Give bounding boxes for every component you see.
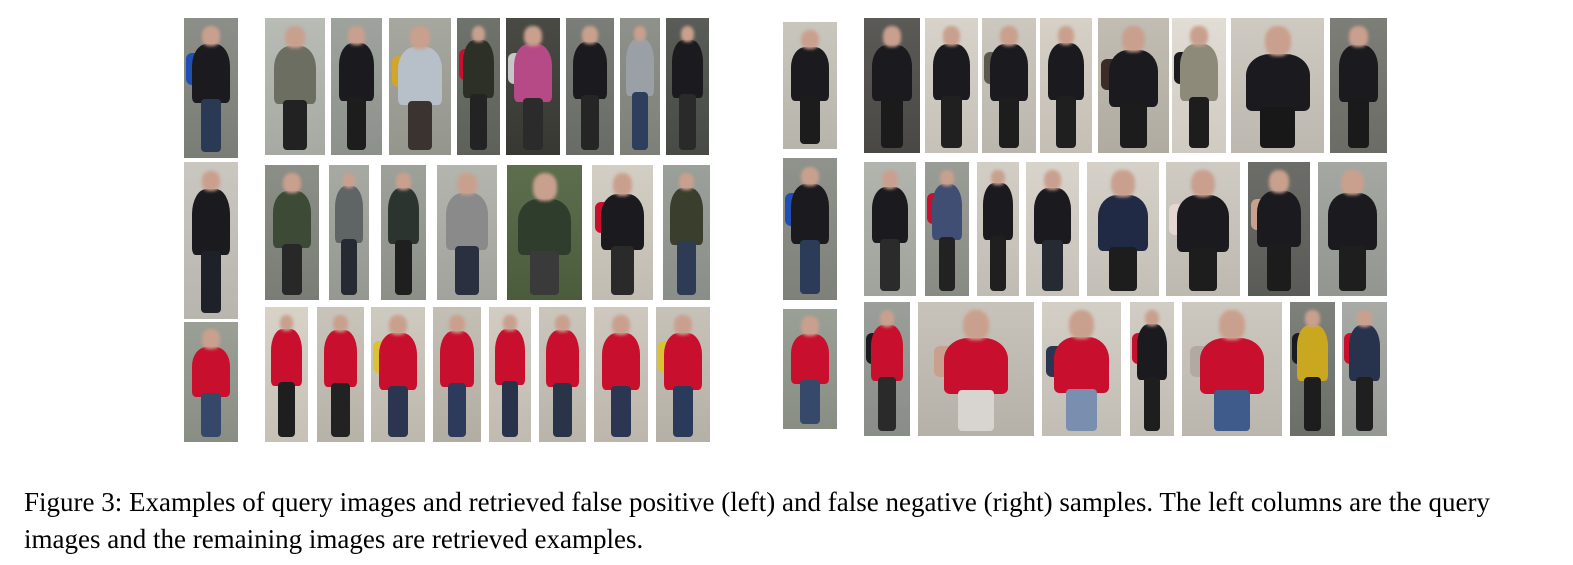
- retrieved-image: [1172, 18, 1226, 153]
- retrieved-image: [1098, 18, 1169, 153]
- query-image: [184, 162, 238, 319]
- retrieved-image: [918, 302, 1034, 436]
- retrieved-image: [389, 18, 451, 155]
- retrieved-image: [437, 165, 497, 300]
- retrieved-image: [1026, 162, 1079, 296]
- retrieved-image: [594, 307, 648, 442]
- retrieved-image: [1130, 302, 1174, 436]
- retrieved-image: [1290, 302, 1335, 436]
- retrieved-image: [1248, 162, 1310, 296]
- retrieved-image: [371, 307, 425, 442]
- retrieved-image: [1318, 162, 1387, 296]
- retrieved-image: [265, 165, 319, 300]
- retrieved-image: [457, 18, 500, 155]
- retrieved-image: [1042, 302, 1121, 436]
- retrieved-image: [566, 18, 614, 155]
- query-image: [783, 309, 837, 429]
- retrieved-image: [666, 18, 709, 155]
- retrieved-image: [982, 18, 1036, 153]
- retrieved-image: [1166, 162, 1240, 296]
- retrieved-image: [265, 307, 308, 442]
- retrieved-image: [663, 165, 710, 300]
- query-image: [783, 22, 837, 149]
- retrieved-image: [329, 165, 369, 300]
- retrieved-image: [331, 18, 382, 155]
- query-image: [184, 18, 238, 158]
- retrieved-image: [1330, 18, 1387, 153]
- retrieved-image: [925, 162, 969, 296]
- retrieved-image: [864, 18, 920, 153]
- retrieved-image: [1040, 18, 1092, 153]
- retrieved-image: [1342, 302, 1387, 436]
- retrieved-image: [656, 307, 710, 442]
- retrieved-image: [864, 162, 916, 296]
- retrieved-image: [265, 18, 325, 155]
- retrieved-image: [1231, 18, 1324, 153]
- retrieved-image: [1182, 302, 1282, 436]
- retrieved-image: [433, 307, 481, 442]
- retrieved-image: [489, 307, 531, 442]
- retrieved-image: [620, 18, 660, 155]
- retrieved-image: [864, 302, 910, 436]
- retrieved-image: [977, 162, 1019, 296]
- retrieved-image: [506, 18, 560, 155]
- retrieved-image: [539, 307, 586, 442]
- query-image: [184, 322, 238, 442]
- retrieved-image: [925, 18, 978, 153]
- retrieved-image: [381, 165, 426, 300]
- query-image: [783, 158, 837, 300]
- figure-caption: Figure 3: Examples of query images and r…: [24, 487, 1491, 554]
- retrieved-image: [1087, 162, 1159, 296]
- retrieved-image: [317, 307, 364, 442]
- retrieved-image: [507, 165, 582, 300]
- retrieved-image: [592, 165, 653, 300]
